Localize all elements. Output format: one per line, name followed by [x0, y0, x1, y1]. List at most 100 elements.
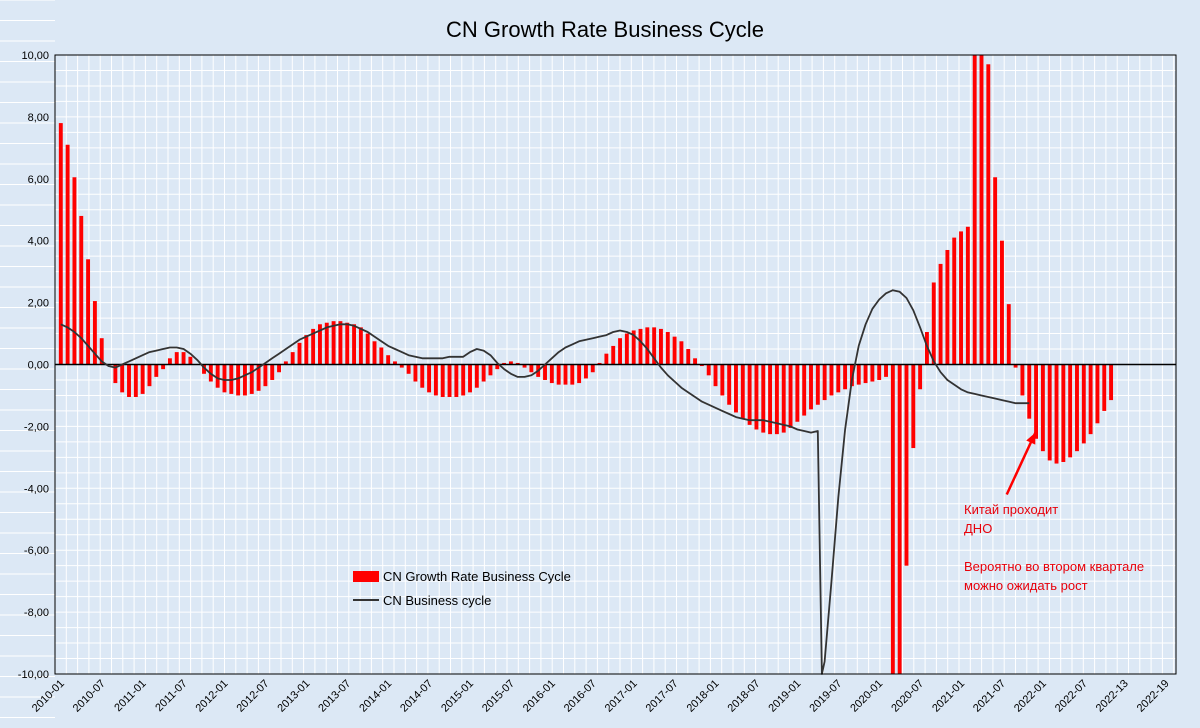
bar	[99, 338, 104, 365]
bar	[993, 177, 998, 365]
bar	[1061, 364, 1066, 462]
bar	[1006, 304, 1011, 365]
bar	[1068, 364, 1073, 458]
bar	[924, 332, 929, 365]
bar	[815, 364, 820, 405]
bar	[113, 364, 118, 384]
bar	[345, 322, 350, 365]
bar	[167, 358, 172, 365]
bar	[277, 364, 281, 373]
bar	[311, 328, 316, 365]
bar	[318, 324, 322, 365]
bar	[829, 364, 834, 396]
y-tick-label: -2,00	[24, 421, 49, 433]
bar	[406, 364, 411, 374]
annotation-line-5: можно ожидать рост	[964, 578, 1088, 593]
bar	[931, 282, 936, 365]
y-tick-label: 6,00	[28, 174, 49, 186]
bar	[740, 364, 745, 419]
bar	[1102, 364, 1107, 411]
bar	[242, 364, 247, 396]
annotation-line-1: Китай проходит	[964, 502, 1058, 517]
bar	[154, 364, 159, 377]
bar	[911, 364, 916, 449]
bar	[297, 342, 302, 365]
bar	[1013, 364, 1018, 368]
bar	[352, 324, 357, 365]
bar	[788, 364, 793, 428]
bar	[672, 336, 677, 365]
arrow-shaft	[1005, 432, 1037, 496]
bar	[734, 364, 738, 413]
bar	[427, 364, 432, 393]
bars-series	[58, 55, 1114, 674]
bar	[440, 364, 445, 397]
bar	[420, 364, 425, 388]
bar	[481, 364, 486, 382]
bar	[604, 353, 609, 365]
bar	[147, 364, 152, 387]
bar	[1088, 364, 1093, 435]
bar	[774, 364, 779, 435]
bar	[495, 364, 500, 370]
bar	[583, 364, 588, 379]
bar	[1027, 364, 1032, 419]
bar	[761, 364, 766, 433]
bar	[1000, 240, 1004, 365]
bar	[611, 345, 616, 365]
y-tick-label: 0,00	[28, 360, 49, 372]
bar	[1075, 364, 1079, 452]
bar	[965, 226, 970, 365]
bar	[570, 364, 575, 385]
bar	[597, 362, 602, 365]
bar	[502, 362, 507, 365]
bar	[133, 364, 138, 397]
bar	[979, 55, 984, 365]
bar	[447, 364, 452, 397]
bar	[508, 361, 513, 365]
bar	[665, 332, 670, 365]
y-tick-labels: 10,00 8,00 6,00 4,00 2,00 0,00 -2,00 -4,00 -6,00…	[18, 50, 49, 681]
bar	[781, 364, 786, 433]
y-tick-label: 2,00	[28, 298, 49, 310]
bar	[399, 364, 404, 368]
bar	[1047, 364, 1052, 461]
bar	[79, 215, 84, 365]
bar	[624, 333, 629, 365]
y-tick-label: 4,00	[28, 236, 49, 248]
bar	[461, 364, 466, 396]
bar	[181, 352, 186, 365]
bar	[720, 364, 725, 396]
bar	[304, 335, 309, 365]
business-cycle-line	[60, 289, 1030, 675]
bar	[890, 364, 895, 674]
bar	[1034, 364, 1039, 439]
bar	[256, 364, 261, 391]
legend: CN Growth Rate Business Cycle CN Busines…	[353, 569, 571, 608]
legend-label-bar: CN Growth Rate Business Cycle	[383, 569, 571, 584]
bar	[365, 333, 370, 365]
bar	[338, 321, 343, 365]
legend-label-line: CN Business cycle	[383, 593, 491, 608]
legend-swatch-bar	[353, 571, 379, 582]
bar	[386, 355, 391, 365]
bar	[802, 364, 807, 416]
bar	[809, 364, 813, 410]
bar	[393, 361, 397, 365]
bar	[358, 327, 363, 365]
bar	[897, 364, 902, 674]
bar	[161, 364, 166, 370]
bar	[693, 358, 698, 365]
annotation: Китай проходит ДНО Вероятно во втором кв…	[964, 502, 1144, 593]
bar	[1020, 364, 1025, 396]
bar	[727, 364, 732, 405]
bar	[1054, 364, 1059, 464]
bar	[563, 364, 568, 385]
line-series	[60, 289, 1030, 675]
bar	[877, 364, 882, 380]
bar	[140, 364, 145, 394]
bar	[870, 364, 875, 382]
bar	[768, 364, 773, 435]
bar	[1081, 364, 1086, 444]
